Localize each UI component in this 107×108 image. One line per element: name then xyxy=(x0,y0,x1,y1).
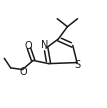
Text: S: S xyxy=(74,60,81,70)
Text: O: O xyxy=(24,41,32,51)
Text: O: O xyxy=(19,67,27,77)
Text: N: N xyxy=(42,40,49,50)
